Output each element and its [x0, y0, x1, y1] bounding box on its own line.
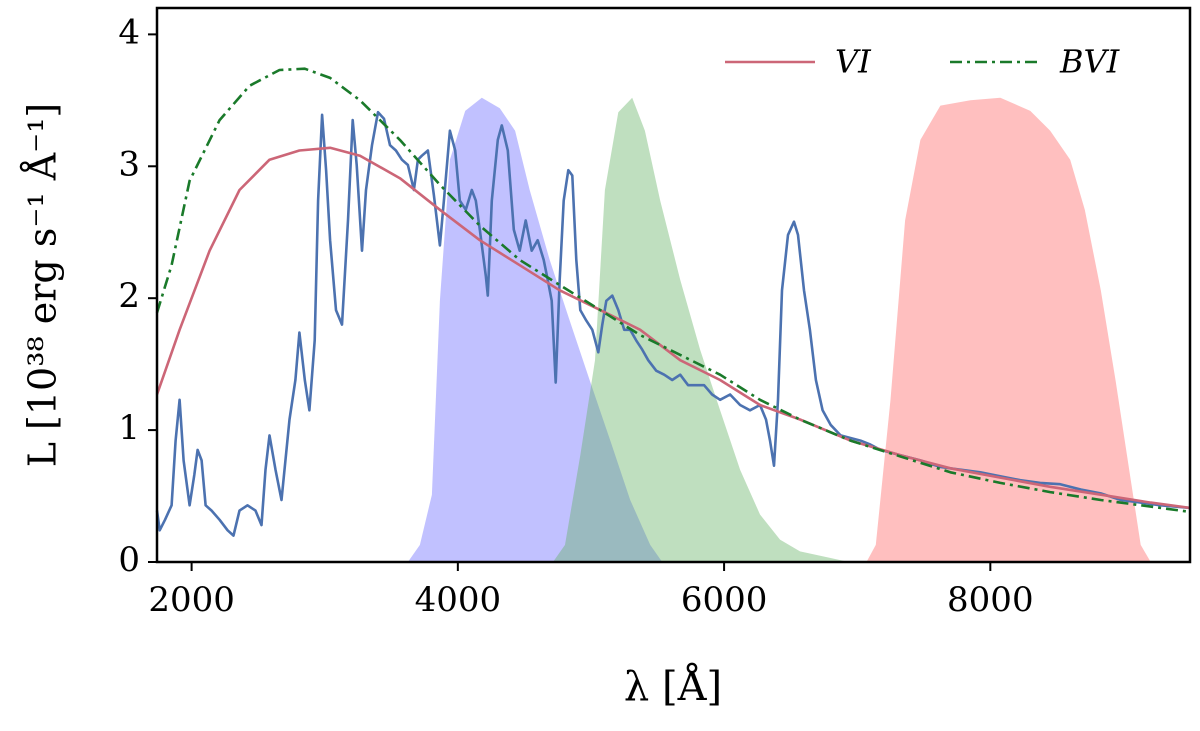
series-line [155, 67, 1191, 514]
filter-area [866, 97, 1151, 562]
y-tick-label: 4 [118, 12, 140, 52]
x-axis-label: λ [Å] [624, 663, 722, 710]
filter-area [553, 97, 849, 562]
x-tick-label: 6000 [681, 580, 768, 620]
x-tick-label: 2000 [148, 580, 235, 620]
y-tick-label: 2 [118, 276, 140, 316]
y-tick-label: 3 [118, 144, 140, 184]
x-tick-label: 4000 [415, 580, 502, 620]
legend-label: VI [835, 43, 872, 81]
x-tick-label: 8000 [947, 580, 1034, 620]
series-line [155, 110, 1191, 537]
y-axis-label: L [10³⁸ erg s⁻¹ Å⁻¹] [21, 103, 65, 468]
legend-label: BVI [1059, 43, 1121, 81]
y-tick-label: 1 [118, 408, 140, 448]
y-tick-label: 0 [118, 540, 140, 580]
filter-area [407, 97, 663, 562]
plot-frame [155, 6, 1192, 564]
